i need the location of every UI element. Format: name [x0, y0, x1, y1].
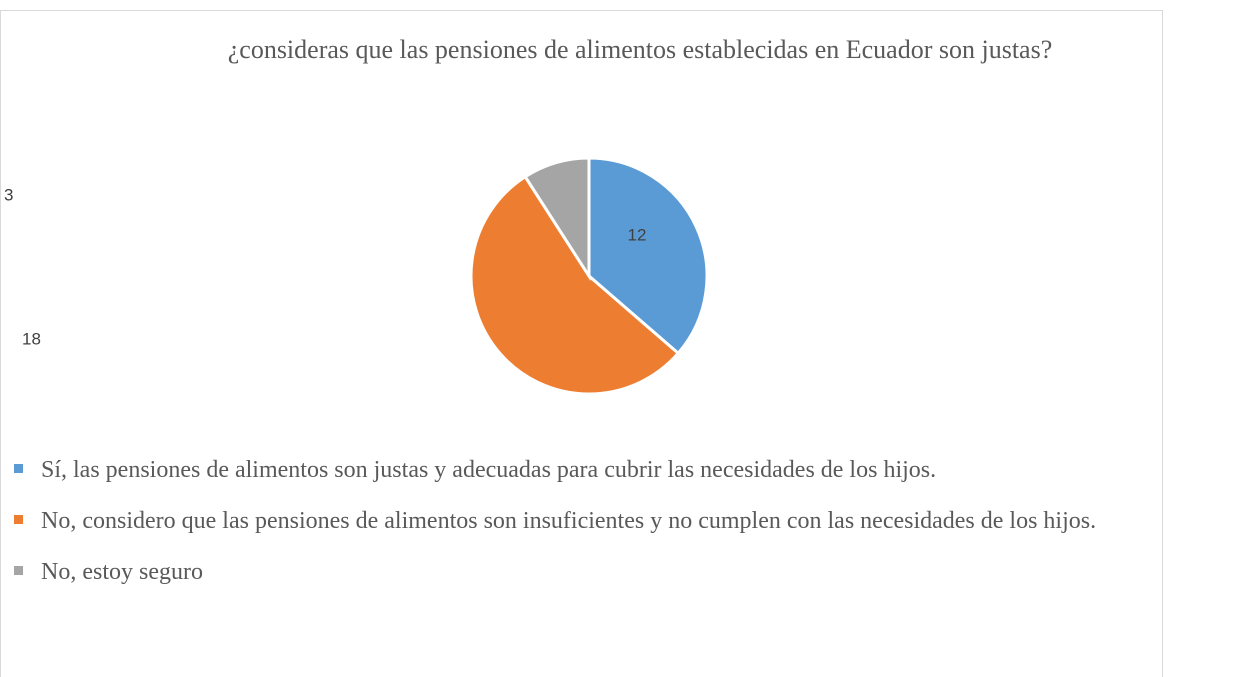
legend-label: No, considero que las pensiones de alime…: [41, 508, 1097, 534]
legend-item: Sí, las pensiones de alimentos son justa…: [0, 452, 1175, 488]
legend-swatch: [14, 515, 23, 524]
legend-item: No, estoy seguro: [0, 554, 1175, 590]
pie-slice: [587, 156, 709, 356]
legend-label: Sí, las pensiones de alimentos son justa…: [41, 457, 937, 483]
pie-slice: [523, 156, 591, 282]
data-label: 18: [22, 329, 41, 348]
pie-slice: [469, 174, 681, 396]
chart-frame: [0, 10, 1163, 677]
legend-item: No, considero que las pensiones de alime…: [0, 503, 1175, 539]
data-label: 3: [4, 185, 13, 204]
legend-swatch: [14, 464, 23, 473]
legend: Sí, las pensiones de alimentos son justa…: [0, 452, 1175, 605]
legend-swatch: [14, 566, 23, 575]
legend-label: No, estoy seguro: [41, 559, 203, 585]
data-label: 12: [628, 225, 647, 244]
chart-title: ¿consideras que las pensiones de aliment…: [227, 35, 1053, 64]
